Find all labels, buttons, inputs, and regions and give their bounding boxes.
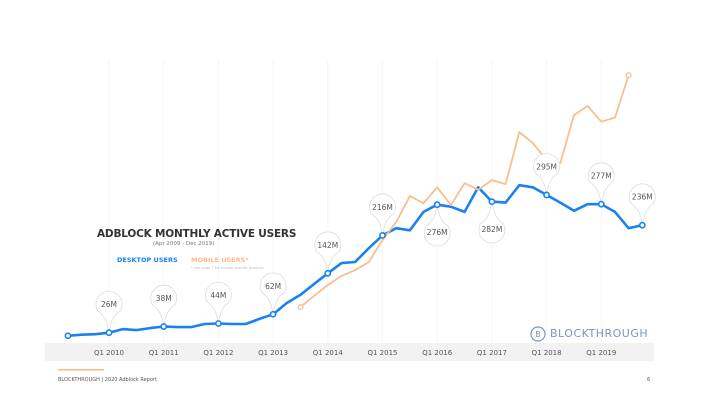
annotation-label: 38M	[156, 294, 172, 303]
mobile-point-marker	[297, 304, 304, 311]
x-tick-label: Q1 2017	[477, 349, 507, 357]
desktop-point-marker	[214, 320, 222, 327]
footer-accent-line	[58, 369, 104, 371]
chart-title: ADBLOCK MONTHLY ACTIVE USERS	[97, 228, 297, 240]
legend-mobile: MOBILE USERS*	[191, 256, 249, 264]
footer-text: BLOCKTHROUGH | 2020 Adblock Report	[58, 377, 157, 383]
legend-note: * see page 7 for mobile-specific analysi…	[191, 266, 264, 270]
x-tick-label: Q1 2012	[203, 349, 233, 357]
x-tick-label: Q1 2018	[532, 349, 562, 357]
x-tick-label: Q1 2013	[258, 349, 288, 357]
desktop-point-marker	[105, 329, 113, 337]
desktop-point-marker	[379, 232, 386, 239]
desktop-point-marker	[597, 200, 605, 208]
x-tick-label: Q1 2014	[313, 349, 344, 357]
x-tick-label: Q1 2016	[422, 349, 453, 357]
desktop-point-marker	[543, 191, 550, 199]
x-tick-label: Q1 2019	[586, 349, 616, 357]
brand-logo-icon	[530, 326, 546, 342]
annotation-label: 44M	[210, 291, 226, 300]
desktop-point-marker	[488, 198, 496, 206]
annotation-pin	[95, 291, 123, 333]
annotation-pin	[478, 201, 506, 244]
annotation-label: 236M	[632, 193, 653, 202]
desktop-point-marker	[64, 332, 72, 340]
annotation-label: 277M	[591, 172, 612, 181]
annotation-label: 216M	[372, 203, 393, 212]
chart-subtitle: (Apr 2009 - Dec 2019)	[153, 241, 215, 247]
annotation-label: 295M	[536, 162, 557, 171]
mobile-point-marker	[625, 72, 632, 79]
desktop-point-marker	[638, 221, 646, 229]
annotation-label: 142M	[317, 241, 338, 250]
annotation-pin	[628, 183, 656, 226]
page-number: 6	[647, 377, 651, 383]
desktop-point-marker	[160, 323, 168, 330]
annotation-pin	[205, 281, 232, 324]
annotation-pin	[314, 231, 342, 274]
brand-logo-text: BLOCKTHROUGH	[550, 327, 649, 340]
annotation-label: 276M	[427, 228, 448, 237]
series-line-mobile	[299, 74, 630, 308]
legend-desktop: DESKTOP USERS	[117, 256, 178, 264]
x-axis-band	[45, 343, 654, 361]
desktop-point-marker	[433, 201, 441, 209]
x-tick-label: Q1 2010	[94, 349, 124, 357]
annotation-pin	[259, 272, 287, 315]
desktop-point-marker	[324, 269, 332, 277]
annotation-label: 62M	[265, 282, 281, 291]
annotation-pin	[587, 162, 615, 205]
annotation-pin	[369, 193, 396, 236]
x-tick-label: Q1 2011	[149, 349, 179, 357]
annotation-pin	[423, 204, 451, 247]
annotation-label: 282M	[482, 225, 503, 234]
annotation-label: 26M	[101, 300, 117, 309]
brand-logo-glyph: B	[535, 330, 541, 339]
annotation-pin	[533, 153, 560, 196]
desktop-point-marker	[269, 310, 277, 318]
x-tick-label: Q1 2015	[367, 349, 397, 357]
annotation-pin	[150, 284, 178, 327]
